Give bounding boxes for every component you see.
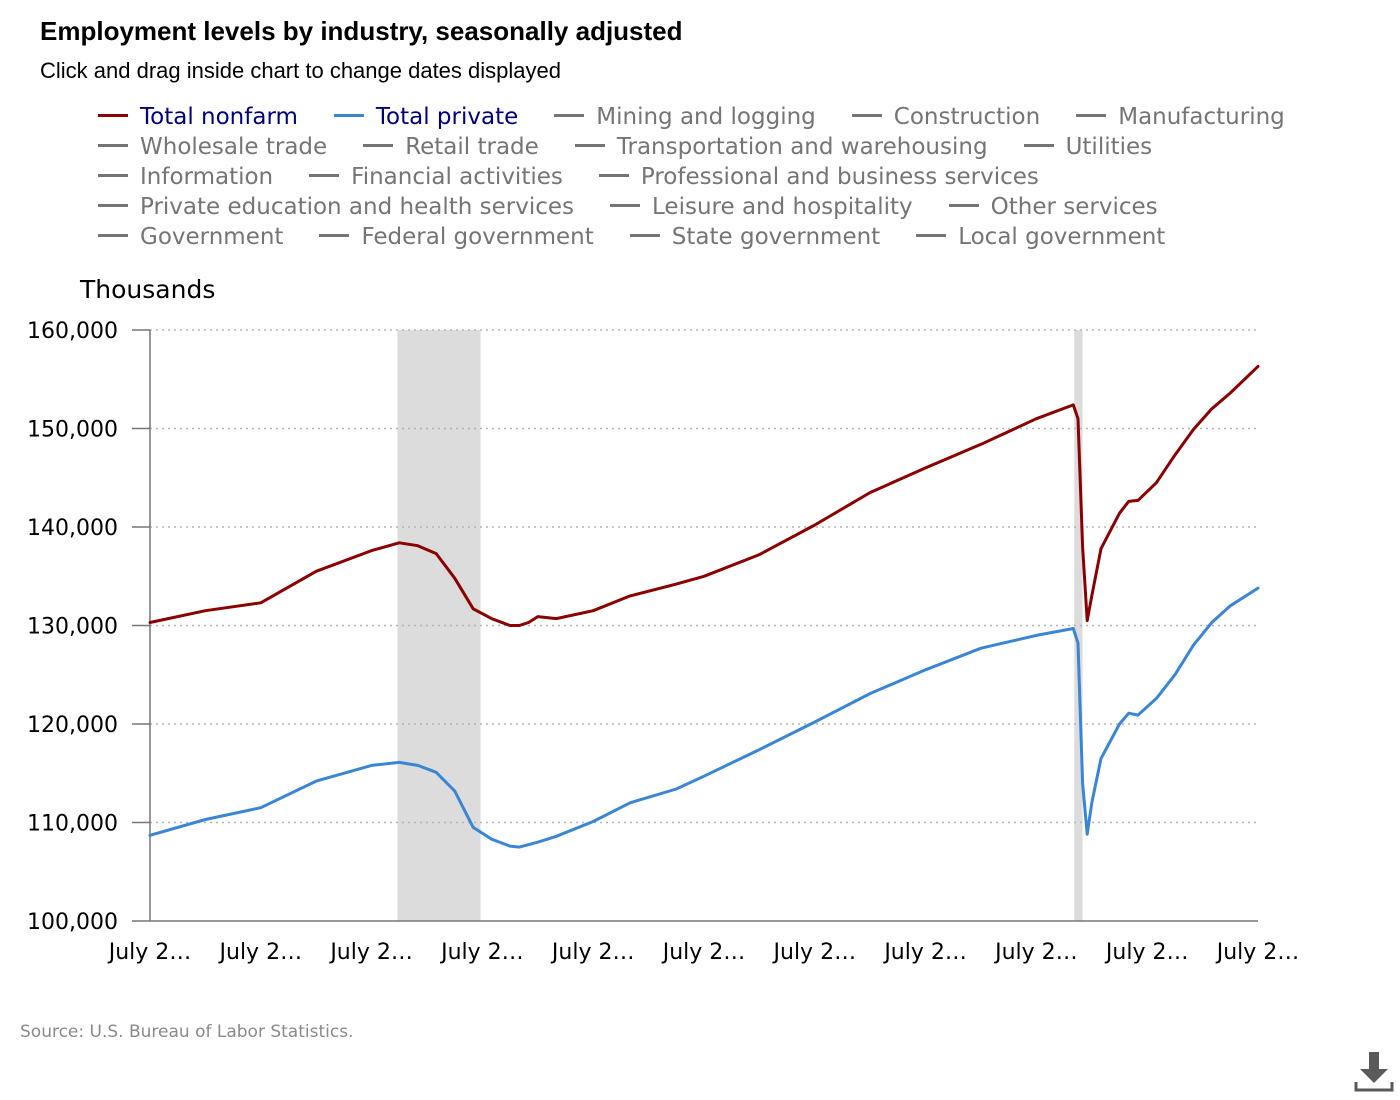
legend-swatch [98, 234, 128, 237]
y-tick-label: 150,000 [27, 418, 118, 443]
legend-item[interactable]: Private education and health services [98, 192, 574, 222]
legend-item[interactable]: Local government [916, 222, 1165, 252]
legend-item[interactable]: Construction [851, 102, 1041, 132]
legend-item[interactable]: Retail trade [363, 132, 539, 162]
y-tick-label: 160,000 [27, 319, 118, 344]
x-tick-label: July 2… [107, 940, 192, 965]
legend-label: Private education and health services [140, 194, 575, 220]
legend-swatch [98, 174, 128, 177]
x-tick-label: July 2… [218, 940, 303, 965]
legend-item[interactable]: Federal government [319, 222, 594, 252]
legend-label: Professional and business services [640, 164, 1039, 190]
series-line-total-private [148, 586, 1260, 849]
legend-item[interactable]: Manufacturing [1076, 102, 1285, 132]
legend-row: Information Financial activities Professio… [98, 162, 1358, 192]
legend-item[interactable]: Other services [948, 192, 1158, 222]
legend-item[interactable]: Professional and business services [598, 162, 1039, 192]
legend-swatch [98, 204, 128, 207]
x-tick-label: July 2… [439, 940, 524, 965]
legend-label: Mining and logging [596, 104, 816, 130]
legend-swatch [319, 234, 350, 237]
series-line-total-nonfarm [148, 364, 1260, 627]
legend-label: Local government [958, 224, 1166, 250]
legend-label: Utilities [1065, 134, 1153, 160]
chart-title: Employment levels by industry, seasonall… [40, 16, 683, 46]
legend-item[interactable]: Total nonfarm [98, 102, 298, 132]
legend-label: Leisure and hospitality [652, 194, 913, 220]
legend-label: Other services [990, 194, 1158, 220]
legend-label: Wholesale trade [140, 134, 328, 160]
legend-item[interactable]: Mining and logging [554, 102, 816, 132]
legend-item[interactable]: Leisure and hospitality [610, 192, 913, 222]
x-tick-label: July 2… [550, 940, 635, 965]
x-tick-label: July 2… [1104, 940, 1189, 965]
x-tick-label: July 2… [882, 940, 967, 965]
legend-swatch [309, 174, 340, 177]
legend-item[interactable]: Wholesale trade [98, 132, 327, 162]
legend-swatch [598, 174, 629, 177]
legend-row: Total nonfarm Total private Mining and log… [98, 102, 1358, 132]
legend-label: Retail trade [405, 134, 539, 160]
legend-swatch [98, 114, 128, 117]
legend-swatch [98, 144, 128, 147]
y-axis-title: Thousands [80, 275, 216, 304]
legend-row: Private education and health services Lei… [98, 192, 1358, 222]
download-icon[interactable] [1352, 1050, 1396, 1094]
legend-label: Government [140, 224, 284, 250]
legend-label: Total nonfarm [140, 104, 298, 130]
chart-subtitle: Click and drag inside chart to change da… [40, 58, 561, 83]
legend-label: Total private [375, 104, 519, 130]
y-tick-label: 110,000 [27, 812, 118, 837]
legend-swatch [363, 144, 394, 147]
y-tick-label: 100,000 [27, 910, 118, 935]
legend-item[interactable]: Transportation and warehousing [574, 132, 988, 162]
legend-item[interactable]: Total private [333, 102, 519, 132]
legend-swatch [948, 204, 979, 207]
legend-label: Financial activities [351, 164, 563, 190]
x-tick-label: July 2… [328, 940, 413, 965]
legend-label: Construction [893, 104, 1041, 130]
legend-label: State government [671, 224, 881, 250]
y-tick-label: 140,000 [27, 516, 118, 541]
legend-item[interactable]: State government [629, 222, 881, 252]
legend-swatch [916, 234, 947, 237]
legend-item[interactable]: Financial activities [309, 162, 563, 192]
legend-swatch [610, 204, 641, 207]
legend-item[interactable]: Utilities [1023, 132, 1153, 162]
recession-band [1074, 330, 1083, 921]
legend-swatch [333, 114, 364, 117]
chart-legend: Total nonfarm Total private Mining and log… [98, 102, 1358, 252]
legend-item[interactable]: Government [98, 222, 283, 252]
legend-swatch [629, 234, 660, 237]
legend-label: Transportation and warehousing [616, 134, 988, 160]
y-tick-label: 120,000 [27, 713, 118, 738]
legend-swatch [1076, 114, 1107, 117]
x-tick-label: July 2… [993, 940, 1078, 965]
legend-label: Information [140, 164, 274, 190]
legend-swatch [1023, 144, 1054, 147]
legend-row: Government Federal government State govern… [98, 222, 1358, 252]
legend-row: Wholesale trade Retail trade Transportatio… [98, 132, 1358, 162]
legend-swatch [574, 144, 605, 147]
line-chart-area[interactable]: 100,000 110,000 120,000 130,000 140,000 150,0… [0, 310, 1400, 1000]
x-tick-label: July 2… [1215, 940, 1300, 965]
x-tick-label: July 2… [661, 940, 746, 965]
legend-label: Manufacturing [1118, 104, 1285, 130]
source-note: Source: U.S. Bureau of Labor Statistics. [20, 1022, 354, 1042]
legend-swatch [851, 114, 882, 117]
x-tick-label: July 2… [772, 940, 857, 965]
y-tick-label: 130,000 [27, 615, 118, 640]
legend-label: Federal government [361, 224, 594, 250]
legend-swatch [554, 114, 585, 117]
legend-item[interactable]: Information [98, 162, 273, 192]
